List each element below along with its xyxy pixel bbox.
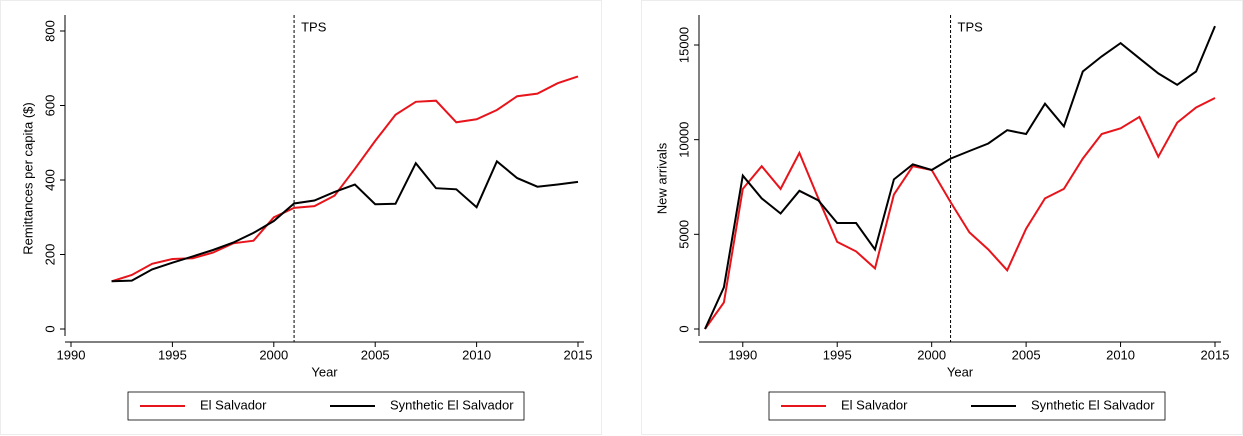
x-tick-label: 2005 [1012,347,1041,362]
x-axis-label: Year [311,364,338,379]
x-tick-label: 2005 [361,347,390,362]
chart-panel: 0 5000 10000 15000 1990 1995 2000 2005 2010 2015 Y… [641,0,1243,435]
chart-panel: 0 200 400 600 800 1990 1995 2000 2005 2010 2015 Yea… [0,0,602,435]
reference-label: TPS [958,19,984,34]
y-tick-label: 10000 [676,122,691,158]
x-tick-label: 2015 [1201,347,1230,362]
legend-label: El Salvador [200,397,267,412]
x-tick-label: 1990 [57,347,86,362]
y-tick-label: 800 [42,20,57,42]
x-tick-label: 2015 [564,347,593,362]
y-axis-label: New arrivals [654,142,669,214]
x-tick-label: 2000 [917,347,946,362]
y-axis-label: Remittances per capita ($) [20,102,35,254]
y-tick-label: 600 [42,95,57,117]
x-tick-label: 1995 [158,347,187,362]
y-tick-label: 400 [42,169,57,191]
legend-label: Synthetic El Salvador [1031,397,1155,412]
series-line [111,159,579,283]
legend-box [768,391,1166,421]
x-tick-label: 2010 [1106,347,1135,362]
y-tick-label: 15000 [676,27,691,63]
x-tick-label: 1990 [728,347,757,362]
y-tick-label: 200 [42,244,57,266]
y-tick-label: 0 [676,325,691,332]
series-line [704,25,1216,330]
y-tick-label: 5000 [676,220,691,249]
legend-label: El Salvador [841,397,908,412]
legend-label: Synthetic El Salvador [390,397,514,412]
panel-border [641,0,1243,435]
x-tick-label: 2010 [462,347,491,362]
panel-border [0,0,602,435]
y-tick-label: 0 [42,325,57,332]
x-axis-label: Year [947,364,974,379]
x-tick-label: 1995 [823,347,852,362]
series-line [704,97,1216,330]
reference-label: TPS [301,19,327,34]
x-tick-label: 2000 [259,347,288,362]
legend-box [127,391,525,421]
